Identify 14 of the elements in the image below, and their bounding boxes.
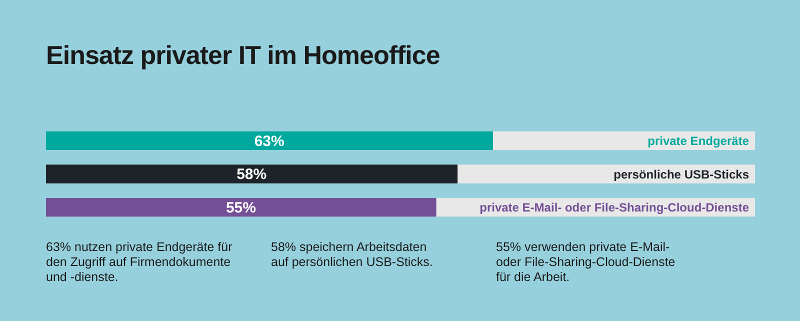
- data-label: 63%: [254, 132, 284, 150]
- bar: [46, 131, 493, 150]
- data-label: 58%: [236, 166, 267, 184]
- bar: [456, 164, 755, 184]
- text: 55% verwenden private E-Mail- oder File-Sharing-Cloud-Dienste für die Arbeit.: [496, 240, 676, 285]
- y-tick-label: persönliche USB-Sticks: [614, 167, 750, 182]
- bar: [46, 198, 436, 217]
- bar: [46, 164, 458, 184]
- data-label: 55%: [226, 199, 256, 216]
- y-tick-label: private Endgeräte: [648, 134, 750, 148]
- y-tick-label: private E-Mail- oder File-Sharing-Cloud-Dienste: [480, 200, 750, 215]
- text: 63% nutzen private Endgeräte für den Zugriff auf Firmendokumente und -dienste.: [46, 240, 234, 285]
- chart-title: Einsatz privater IT im Homeoffice: [46, 40, 440, 71]
- text: 58% speichern Arbeitsdaten auf persönlichen USB-Sticks.: [271, 240, 434, 270]
